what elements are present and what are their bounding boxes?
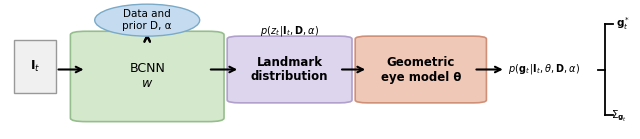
Text: $\mathbf{g}_t^*$: $\mathbf{g}_t^*$ bbox=[616, 15, 630, 32]
Text: Landmark
distribution: Landmark distribution bbox=[251, 55, 328, 84]
FancyBboxPatch shape bbox=[355, 36, 486, 103]
Text: $p(z_t\,|\mathbf{I}_t, \mathbf{D}, \alpha)$: $p(z_t\,|\mathbf{I}_t, \mathbf{D}, \alph… bbox=[260, 24, 319, 38]
FancyBboxPatch shape bbox=[70, 31, 224, 122]
FancyBboxPatch shape bbox=[227, 36, 352, 103]
Text: Data and
prior D, α: Data and prior D, α bbox=[122, 9, 172, 31]
Text: Geometric
eye model θ: Geometric eye model θ bbox=[381, 55, 461, 84]
Ellipse shape bbox=[95, 4, 200, 36]
Text: $p(\mathbf{g}_t\,|\mathbf{I}_t, \theta, \mathbf{D}, \alpha)$: $p(\mathbf{g}_t\,|\mathbf{I}_t, \theta, … bbox=[508, 63, 580, 76]
Text: BCNN
$w$: BCNN $w$ bbox=[129, 62, 165, 90]
FancyBboxPatch shape bbox=[14, 40, 56, 93]
Text: $\Sigma_{\mathbf{g}_t}$: $\Sigma_{\mathbf{g}_t}$ bbox=[611, 108, 627, 123]
Text: $\mathbf{I}_t$: $\mathbf{I}_t$ bbox=[29, 59, 40, 74]
